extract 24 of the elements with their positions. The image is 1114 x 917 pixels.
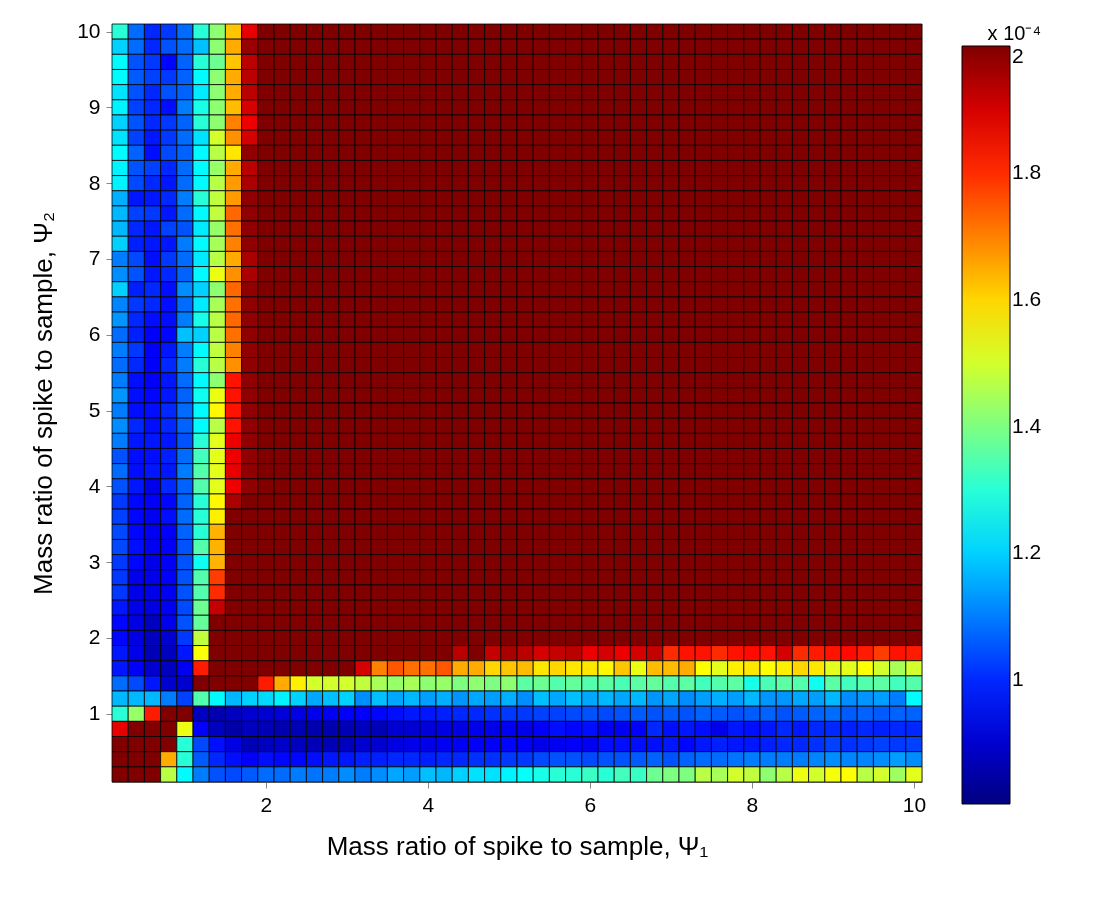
y-tick-label: 10	[77, 19, 101, 43]
x-tick-label: 2	[260, 792, 273, 816]
y-tick-label: 4	[88, 473, 101, 497]
y-tick-label: 8	[88, 170, 101, 194]
x-tick-label: 8	[746, 792, 759, 816]
y-tick-label: 7	[88, 246, 101, 270]
x-tick-label: 6	[584, 792, 597, 816]
y-tick-label: 5	[88, 398, 101, 422]
y-tick-label: 9	[88, 94, 101, 118]
color-bar-label: 1	[1012, 667, 1024, 691]
color-bar-label: 1.2	[1012, 540, 1042, 564]
color-bar-label: 1.4	[1012, 413, 1042, 437]
color-bar-label: 2	[1012, 44, 1024, 67]
color-bar-label: 1.6	[1012, 286, 1042, 310]
x-tick-label: 10	[902, 792, 927, 816]
y-tick-label: 1	[88, 701, 101, 725]
color-bar-label: 1.8	[1012, 159, 1042, 183]
y-axis-title: Mass ratio of spike to sample, Ψ₂	[28, 212, 59, 595]
x-tick-label: 4	[422, 792, 435, 816]
x-axis-title: Mass ratio of spike to sample, Ψ₁	[326, 830, 709, 861]
y-tick-label: 6	[88, 322, 101, 346]
y-tick-label: 2	[88, 625, 101, 649]
y-tick-label: 3	[88, 549, 101, 573]
color-bar-title: x 10⁻⁴	[987, 22, 1041, 44]
